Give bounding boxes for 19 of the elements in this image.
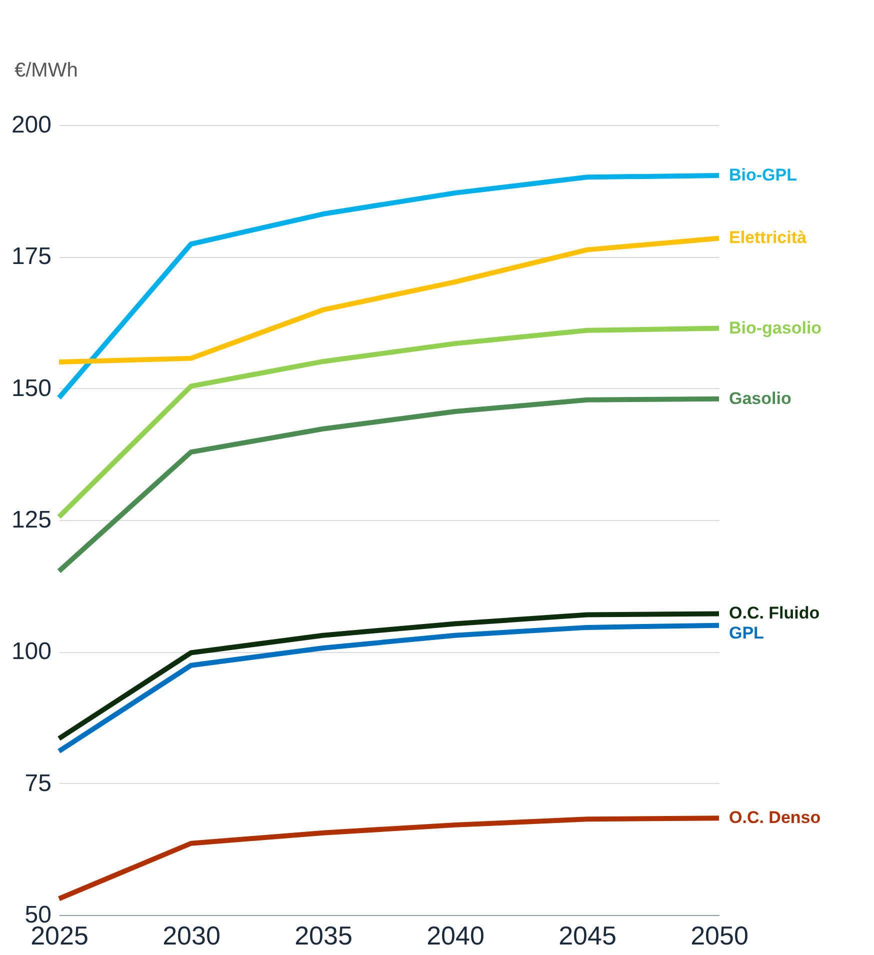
x-tick-label: 2045 — [558, 920, 616, 950]
series-label: O.C. Denso — [729, 808, 821, 828]
y-tick-label: 200 — [11, 112, 52, 138]
x-tick-label: 2040 — [426, 920, 484, 950]
series-label: GPL — [729, 624, 764, 643]
series-label: Elettricità — [729, 228, 808, 248]
series-label: Bio-GPL — [729, 166, 797, 185]
y-axis-title: €/MWh — [14, 60, 78, 82]
y-tick-label: 75 — [24, 770, 52, 797]
series-label: Gasolio — [729, 388, 792, 408]
x-tick-label: 2030 — [162, 920, 220, 950]
y-tick-label: 175 — [11, 243, 52, 270]
series-label: O.C. Fluido — [729, 604, 820, 623]
x-tick-label: 2050 — [690, 920, 748, 950]
series-label: Bio-gasolio — [729, 318, 822, 338]
y-tick-label: 125 — [11, 506, 52, 534]
x-tick-label: 2035 — [294, 920, 352, 950]
y-tick-label: 150 — [11, 374, 52, 402]
y-tick-label: 100 — [11, 638, 52, 666]
